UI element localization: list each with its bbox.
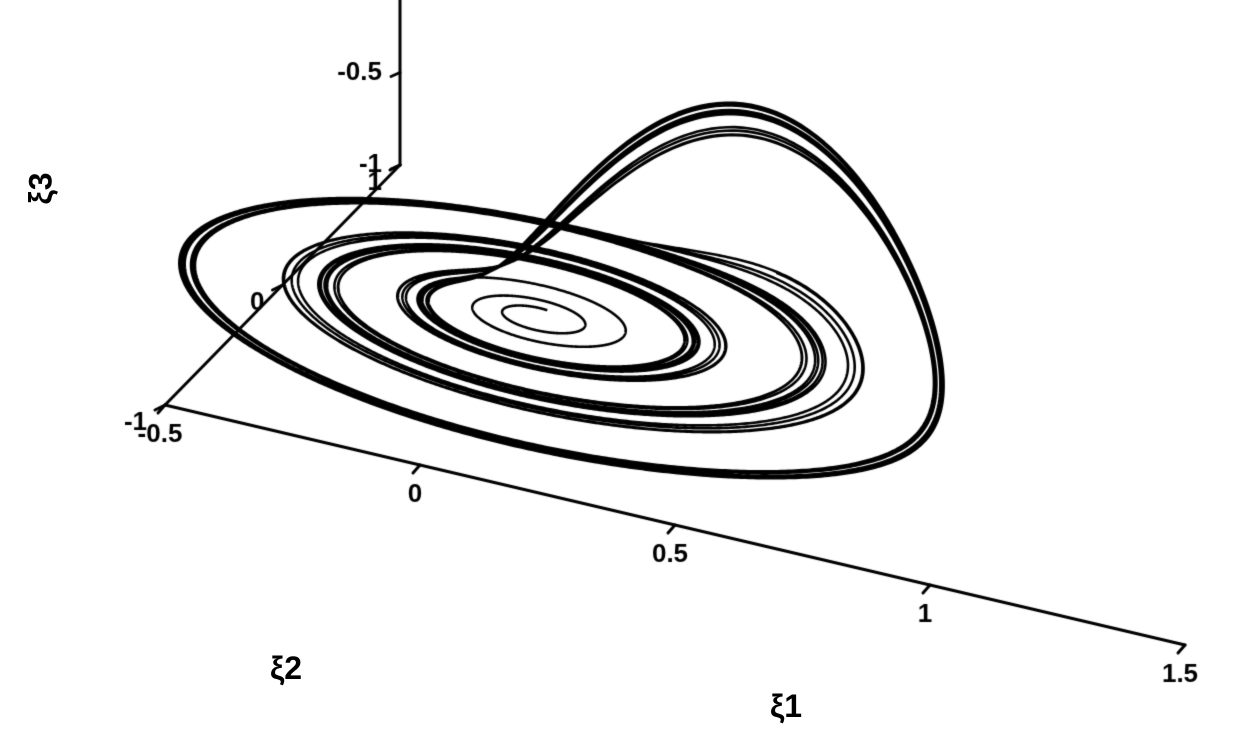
attractor-3d-plot bbox=[0, 0, 1240, 729]
x-axis-label: ξ1 bbox=[770, 688, 802, 725]
y-axis-label: ξ2 bbox=[270, 650, 302, 687]
z-axis-label: ξ3 bbox=[23, 172, 60, 204]
